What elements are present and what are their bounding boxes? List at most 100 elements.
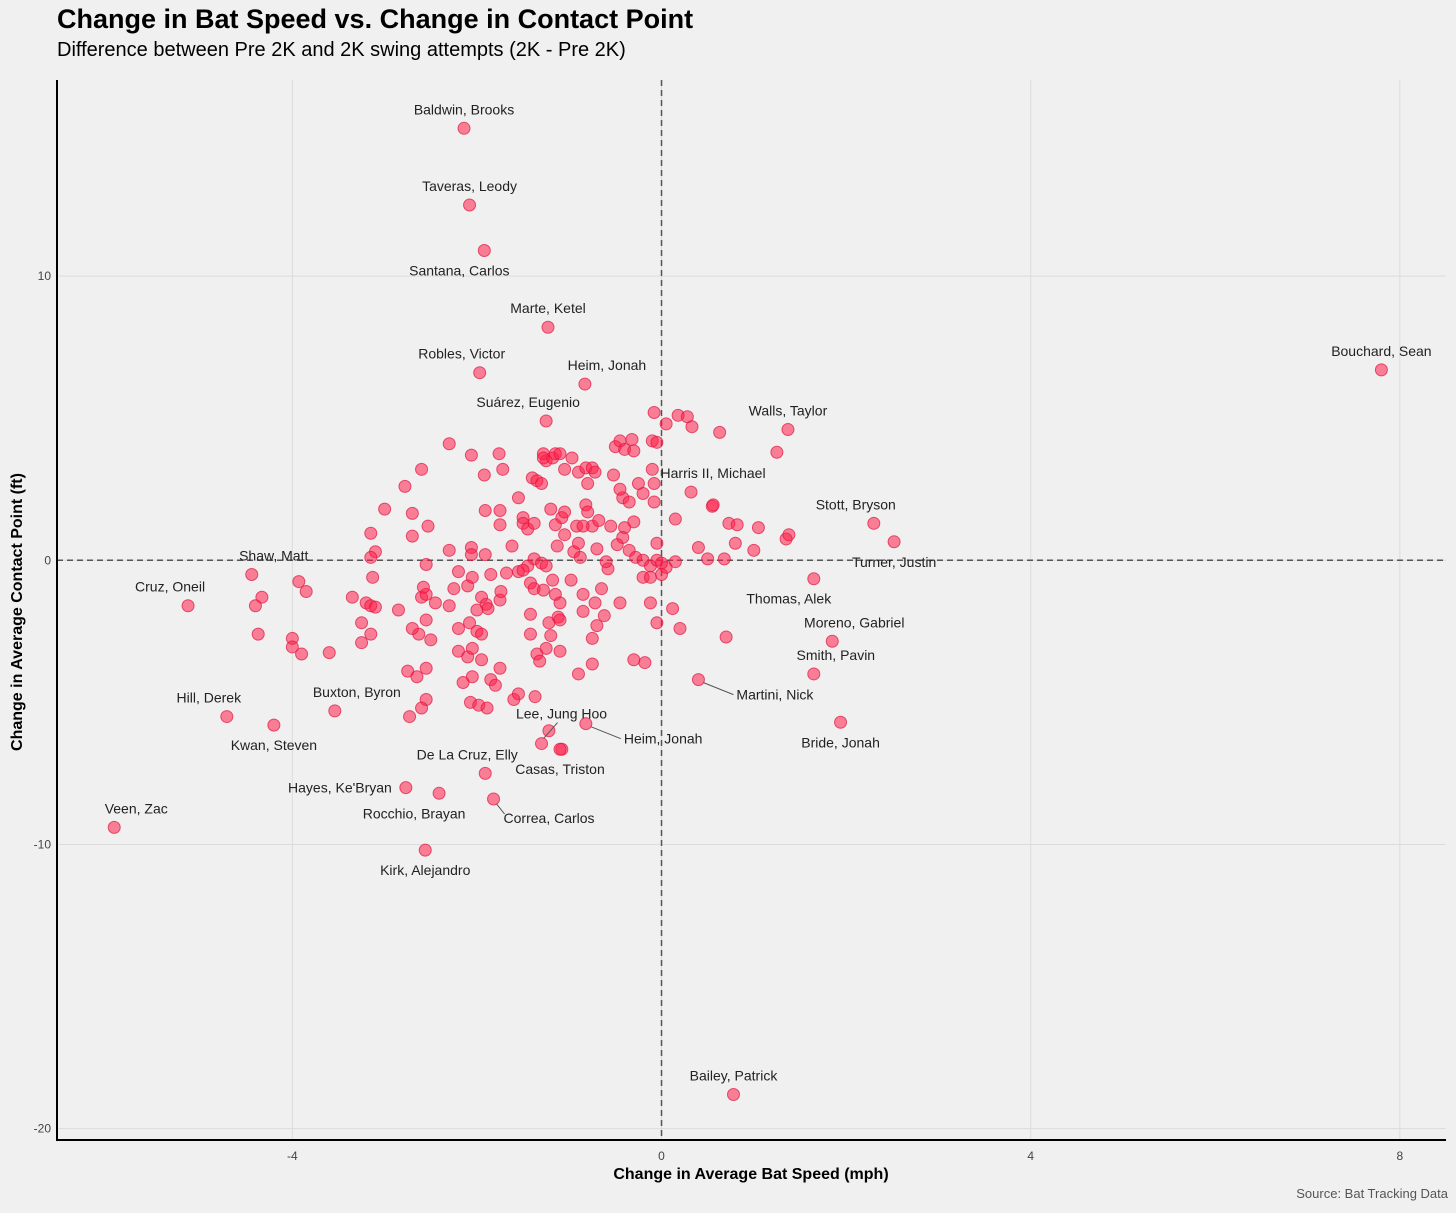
data-point: [533, 654, 547, 668]
data-point: [419, 558, 433, 572]
point-label: Heim, Jonah: [624, 731, 703, 747]
data-point: [366, 570, 380, 584]
labeled-data-point: [463, 198, 477, 212]
data-point: [717, 552, 731, 566]
data-point: [536, 451, 550, 465]
data-point: [299, 585, 313, 599]
data-point: [539, 559, 553, 573]
data-point: [484, 567, 498, 581]
point-label: Bride, Jonah: [801, 734, 880, 750]
data-point: [364, 550, 378, 564]
labeled-data-point: [220, 710, 234, 724]
data-point: [713, 425, 727, 439]
labeled-data-point: [727, 1088, 741, 1102]
data-point: [488, 678, 502, 692]
data-point: [355, 616, 369, 630]
data-point: [523, 627, 537, 641]
point-label: Lee, Jung Hoo: [516, 706, 607, 722]
data-point: [565, 451, 579, 465]
data-point: [588, 596, 602, 610]
data-point: [604, 519, 618, 533]
x-tick-label: 4: [1027, 1149, 1034, 1163]
data-point: [465, 570, 479, 584]
point-label: Martini, Nick: [736, 687, 814, 703]
data-point: [421, 519, 435, 533]
point-label: Shaw, Matt: [239, 547, 308, 563]
point-label: Hill, Derek: [177, 690, 243, 706]
data-point: [770, 445, 784, 459]
y-axis-title: Change in Average Contact Point (ft): [9, 473, 26, 751]
data-point: [701, 552, 715, 566]
data-point: [655, 567, 669, 581]
chart-subtitle: Difference between Pre 2K and 2K swing a…: [57, 39, 626, 61]
data-point: [564, 573, 578, 587]
data-point: [442, 599, 456, 613]
data-point: [607, 468, 621, 482]
data-point: [368, 600, 382, 614]
data-points: [107, 121, 1388, 1102]
data-point: [613, 482, 627, 496]
data-point: [398, 479, 412, 493]
tick-labels: -4 0 4 8 -20 -10 0 10: [34, 269, 1404, 1163]
labeled-data-point: [781, 423, 795, 437]
point-label: Robles, Victor: [418, 346, 505, 362]
data-point: [403, 710, 417, 724]
labeled-data-point: [487, 792, 501, 806]
point-label: Moreno, Gabriel: [804, 614, 904, 630]
labeled-data-point: [807, 572, 821, 586]
y-tick-label: 10: [38, 269, 52, 283]
x-axis-title: Change in Average Bat Speed (mph): [613, 1166, 888, 1183]
labeled-data-point: [107, 820, 121, 834]
labeled-data-point: [473, 366, 487, 380]
data-point: [527, 516, 541, 530]
data-point: [451, 565, 465, 579]
data-point: [666, 602, 680, 616]
data-point: [410, 670, 424, 684]
labeled-data-point: [478, 766, 492, 780]
data-point: [405, 529, 419, 543]
data-point: [415, 701, 429, 715]
point-label: Thomas, Alek: [746, 591, 832, 607]
data-point: [546, 573, 560, 587]
y-tick-label: -10: [34, 837, 52, 851]
data-point: [322, 646, 336, 660]
point-label: Buxton, Byron: [313, 684, 401, 700]
data-point: [492, 447, 506, 461]
data-point: [523, 607, 537, 621]
data-point: [539, 641, 553, 655]
data-point: [465, 670, 479, 684]
data-point: [581, 505, 595, 519]
data-point: [535, 477, 549, 491]
data-point: [576, 587, 590, 601]
data-point: [610, 538, 624, 552]
grid-lines: [57, 80, 1446, 1140]
data-point: [464, 448, 478, 462]
data-point: [505, 539, 519, 553]
data-point: [590, 619, 604, 633]
data-point: [442, 437, 456, 451]
labeled-data-point: [887, 535, 901, 549]
label-leader-line: [496, 803, 505, 815]
data-point: [685, 420, 699, 434]
axes: [56, 80, 1446, 1141]
data-point: [295, 647, 309, 661]
data-point: [251, 627, 265, 641]
data-point: [553, 644, 567, 658]
data-point: [573, 550, 587, 564]
data-point: [650, 536, 664, 550]
data-point: [730, 518, 744, 532]
data-point: [782, 528, 796, 542]
labeled-data-point: [578, 377, 592, 391]
point-label: Stott, Bryson: [816, 496, 896, 512]
data-point: [464, 548, 478, 562]
data-point: [585, 657, 599, 671]
label-leader-line: [590, 726, 622, 740]
data-point: [292, 575, 306, 589]
point-label: Cruz, Oneil: [135, 579, 205, 595]
data-point: [728, 536, 742, 550]
data-point: [625, 432, 639, 446]
data-point: [571, 667, 585, 681]
data-point: [751, 521, 765, 535]
data-point: [405, 506, 419, 520]
data-point: [631, 477, 645, 491]
